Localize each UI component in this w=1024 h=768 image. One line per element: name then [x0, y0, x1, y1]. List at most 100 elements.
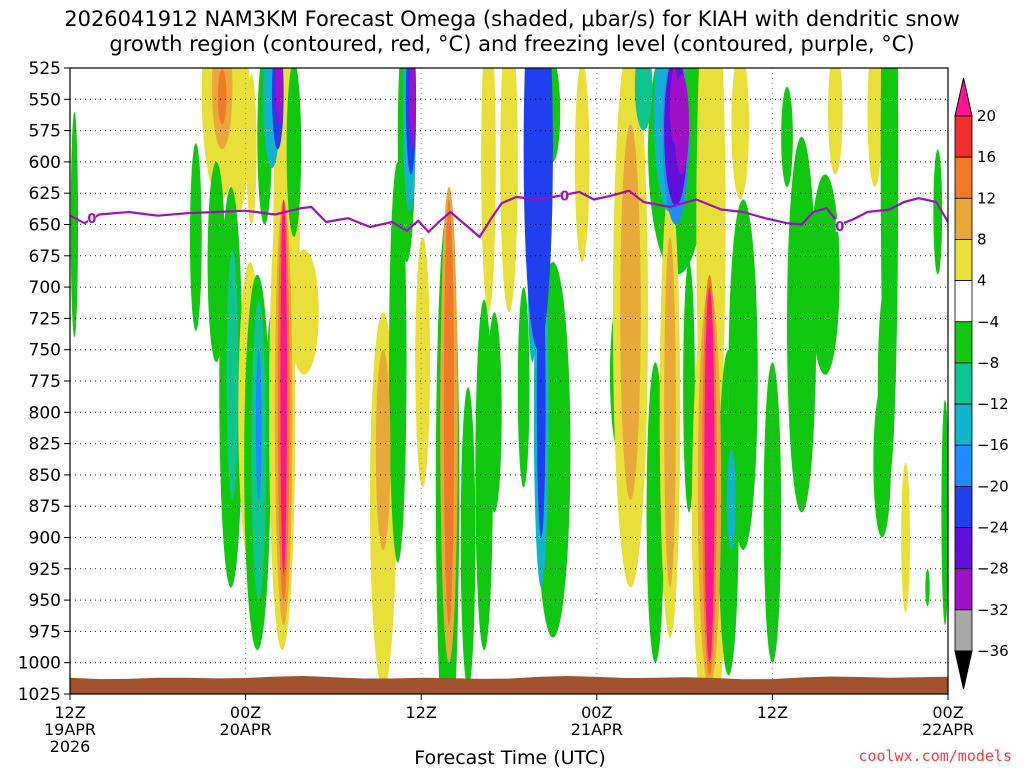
- omega-region: [646, 362, 665, 663]
- colorbar-bin: [954, 362, 973, 405]
- freezing-level-contour: 0 0 0: [70, 188, 948, 239]
- omega-region: [289, 249, 319, 375]
- omega-region: [828, 68, 843, 175]
- omega-region: [280, 199, 287, 576]
- omega-region: [867, 68, 883, 187]
- x-tick-label: 12Z: [406, 703, 437, 722]
- omega-region: [731, 68, 749, 200]
- ground-surface: [70, 676, 948, 694]
- omega-region: [523, 68, 553, 350]
- colorbar-bin: [954, 485, 973, 528]
- colorbar-bin: [954, 239, 973, 282]
- colorbar-bin: [954, 444, 973, 487]
- freezing-level-label: 0: [87, 212, 96, 227]
- omega-region: [669, 68, 679, 144]
- omega-region: [634, 68, 653, 131]
- y-tick-label: 950: [29, 591, 61, 611]
- omega-shading: [70, 68, 948, 694]
- freezing-level-line: [70, 189, 948, 239]
- omega-region: [933, 149, 943, 275]
- freezing-level-label: 0: [560, 190, 569, 205]
- colorbar-label: −12: [977, 395, 1009, 413]
- omega-region: [255, 349, 262, 500]
- x-tick-label: 19APR: [44, 720, 96, 739]
- colorbar-bin: [954, 197, 973, 240]
- y-tick-label: 750: [29, 341, 61, 361]
- x-tick-label: 00Z: [581, 703, 612, 722]
- y-tick-label: 575: [29, 122, 61, 142]
- colorbar-label: −24: [977, 519, 1009, 537]
- omega-region: [275, 68, 283, 125]
- y-tick-label: 725: [29, 309, 61, 329]
- omega-region: [189, 143, 202, 331]
- chart-title-line1: 2026041912 NAM3KM Forecast Omega (shaded…: [64, 7, 960, 31]
- colorbar-label: −4: [977, 313, 999, 331]
- freezing-label-bg: [560, 188, 569, 202]
- ground-layer: [70, 676, 948, 694]
- x-tick-label: 2026: [50, 737, 91, 756]
- colorbar-bin: [954, 609, 973, 652]
- omega-region: [781, 86, 793, 187]
- x-tick-label: 12Z: [54, 703, 85, 722]
- omega-region: [941, 399, 948, 626]
- credit-text: coolwx.com/models: [858, 747, 1012, 765]
- y-tick-label: 975: [29, 622, 61, 642]
- y-tick-label: 875: [29, 497, 61, 517]
- omega-region: [536, 262, 546, 538]
- colorbar-bin: [954, 527, 973, 570]
- omega-region: [443, 199, 455, 626]
- y-axis-tick-labels: 525 550 575 600 625 650 675 700 725 750 775 800 825 8…: [18, 59, 70, 705]
- colorbar-label: −8: [977, 354, 999, 372]
- colorbar-bin: [954, 280, 973, 323]
- freezing-label-bg: [87, 211, 96, 225]
- omega-region: [409, 68, 416, 150]
- colorbar: 20 16 12 8 4 −4 −8 −12 −16 −20 −24 −28 −32 −36: [954, 77, 1009, 690]
- omega-region: [500, 68, 518, 313]
- omega-region: [704, 287, 715, 663]
- y-tick-label: 625: [29, 184, 61, 204]
- y-tick-label: 825: [29, 435, 61, 455]
- x-tick-label: 21APR: [571, 720, 623, 739]
- omega-region: [517, 287, 530, 488]
- omega-region: [226, 249, 239, 500]
- y-tick-label: 775: [29, 372, 61, 392]
- omega-region: [246, 74, 257, 225]
- colorbar-label: −28: [977, 560, 1009, 578]
- colorbar-bin: [954, 156, 973, 199]
- omega-region: [217, 69, 227, 125]
- colorbar-label: 8: [977, 230, 987, 248]
- y-tick-label: 650: [29, 216, 61, 236]
- omega-region: [375, 349, 391, 551]
- omega-region: [620, 124, 641, 500]
- colorbar-bottom-arrow: [954, 650, 973, 690]
- x-tick-label: 20APR: [220, 720, 272, 739]
- y-tick-label: 925: [29, 560, 61, 580]
- omega-region: [574, 68, 590, 263]
- colorbar-label: −16: [977, 436, 1009, 454]
- omega-region: [460, 387, 476, 688]
- y-tick-label: 800: [29, 403, 61, 423]
- omega-region: [481, 68, 496, 313]
- freezing-label-bg: [835, 218, 844, 232]
- colorbar-label: 12: [977, 189, 996, 207]
- colorbar-label: −36: [977, 642, 1009, 660]
- chart-title-line2: growth region (contoured, red, °C) and f…: [109, 32, 914, 56]
- colorbar-label: 16: [977, 148, 996, 166]
- colorbar-label: 20: [977, 107, 996, 125]
- freezing-level-label: 0: [835, 220, 844, 235]
- y-tick-label: 900: [29, 529, 61, 549]
- colorbar-bin: [954, 568, 973, 611]
- omega-region: [787, 136, 817, 513]
- y-tick-label: 550: [29, 90, 61, 110]
- omega-region: [226, 68, 250, 212]
- omega-region: [389, 161, 407, 563]
- x-tick-label: 22APR: [922, 720, 974, 739]
- y-tick-label: 1000: [18, 654, 61, 674]
- x-axis-label: Forecast Time (UTC): [414, 747, 605, 768]
- omega-region: [664, 237, 676, 588]
- omega-region: [727, 449, 736, 551]
- colorbar-bin: [954, 403, 973, 446]
- y-tick-label: 850: [29, 466, 61, 486]
